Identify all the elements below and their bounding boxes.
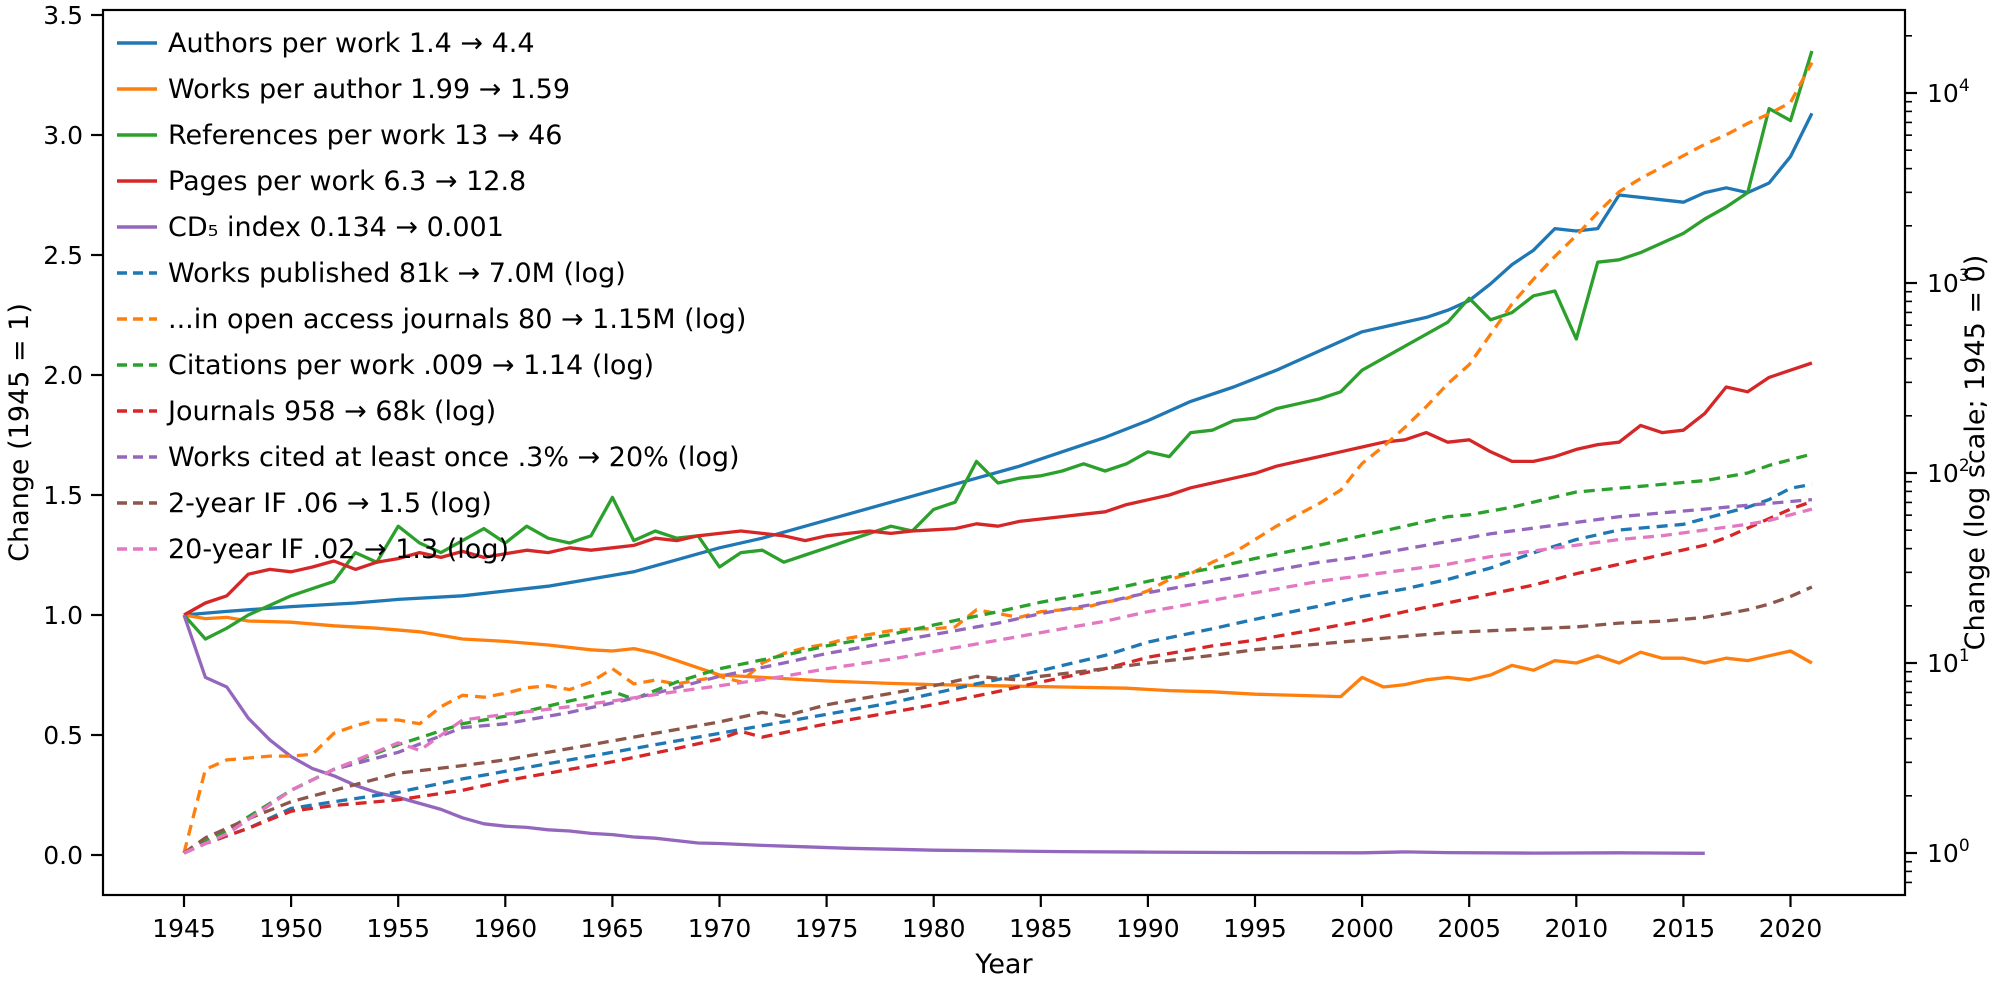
legend-label: 20-year IF .02 → 1.3 (log) [168,534,509,565]
series-line-citations-per-work [183,452,1813,855]
series-line-works-per-author [183,613,1813,699]
legend-label: Citations per work .009 → 1.14 (log) [168,350,654,381]
y-left-tick-label: 1.5 [43,481,83,510]
legend-item-authors-per-work: Authors per work 1.4 → 4.4 [117,28,535,59]
y-axis-left: 0.0 0.5 1.0 1.5 2.0 2.5 3.0 3.5 Change (1945 = 1… [4,1,103,870]
series-line-works-cited-at-least-once [183,497,1813,855]
series-line-open-access-works [182,61,1814,854]
legend-item-cd5-index: CD₅ index 0.134 → 0.001 [117,212,504,243]
legend-item-citations-per-work: Citations per work .009 → 1.14 (log) [117,350,654,381]
x-tick-label: 1990 [1116,914,1180,943]
x-tick-label: 1960 [473,914,537,943]
series-line-works-published [183,482,1813,855]
y-right-tick-label: 100 [1927,836,1970,868]
y-left-tick-label: 2.0 [43,361,83,390]
legend-item-two-year-if: 2-year IF .06 → 1.5 (log) [117,488,492,519]
legend-label: Journals 958 → 68k (log) [166,396,496,427]
legend-item-works-cited-at-least-once: Works cited at least once .3% → 20% (log… [117,442,740,473]
series-line-cd5-index [182,614,1705,855]
legend-item-journals: Journals 958 → 68k (log) [117,396,496,427]
y-left-tick-label: 3.0 [43,121,83,150]
series-line-pages-per-work [183,361,1813,617]
legend-label: References per work 13 → 46 [168,120,562,151]
legend-label: Authors per work 1.4 → 4.4 [168,28,535,59]
y-axis-left-title: Change (1945 = 1) [4,303,35,562]
legend-label: Works published 81k → 7.0M (log) [168,258,626,289]
y-left-tick-label: 1.0 [43,601,83,630]
x-tick-label: 1985 [1009,914,1073,943]
legend-item-twenty-year-if: 20-year IF .02 → 1.3 (log) [117,534,509,565]
legend-item-references-per-work: References per work 13 → 46 [117,120,562,151]
x-tick-label: 2000 [1330,914,1394,943]
legend-item-open-access-works: ...in open access journals 80 → 1.15M (l… [117,304,746,335]
x-axis-title: Year [974,949,1033,978]
x-tick-label: 1965 [581,914,645,943]
x-tick-label: 1980 [902,914,966,943]
y-left-tick-label: 0.5 [43,721,83,750]
series-line-authors-per-work [183,112,1814,617]
y-axis-right-title: Change (log scale; 1945 = 0) [1960,255,1991,651]
series-line-two-year-if [183,585,1813,855]
x-tick-label: 1975 [795,914,859,943]
y-right-tick-label: 104 [1927,76,1970,108]
series-line-references-per-work [182,50,1814,641]
x-tick-label: 2010 [1544,914,1608,943]
x-tick-label: 1995 [1223,914,1287,943]
legend-label: Pages per work 6.3 → 12.8 [168,166,526,197]
legend-item-works-published: Works published 81k → 7.0M (log) [117,258,626,289]
x-tick-label: 1950 [259,914,323,943]
y-left-tick-label: 0.0 [43,841,83,870]
x-tick-label: 1955 [366,914,430,943]
legend-label: Works per author 1.99 → 1.59 [168,74,570,105]
x-tick-label: 1945 [152,914,216,943]
legend-label: ...in open access journals 80 → 1.15M (l… [168,304,746,335]
legend-item-pages-per-work: Pages per work 6.3 → 12.8 [117,166,526,197]
legend-label: Works cited at least once .3% → 20% (log… [168,442,740,473]
legend-label: 2-year IF .06 → 1.5 (log) [168,488,492,519]
x-axis: 1945 1950 1955 1960 1965 1970 1975 1980 1985 1990… [152,895,1823,980]
legend: Authors per work 1.4 → 4.4 Works per auth… [117,28,746,565]
series-lines [182,50,1814,855]
x-tick-label: 2015 [1652,914,1716,943]
legend-label: CD₅ index 0.134 → 0.001 [168,212,504,243]
legend-item-works-per-author: Works per author 1.99 → 1.59 [117,74,570,105]
series-line-journals [183,499,1813,855]
series-line-twenty-year-if [183,507,1813,855]
plot-border [101,8,1907,897]
y-left-tick-label: 2.5 [43,241,83,270]
x-tick-label: 2005 [1437,914,1501,943]
x-tick-label: 1970 [688,914,752,943]
y-left-tick-label: 3.5 [43,1,83,30]
x-tick-label: 2020 [1759,914,1823,943]
